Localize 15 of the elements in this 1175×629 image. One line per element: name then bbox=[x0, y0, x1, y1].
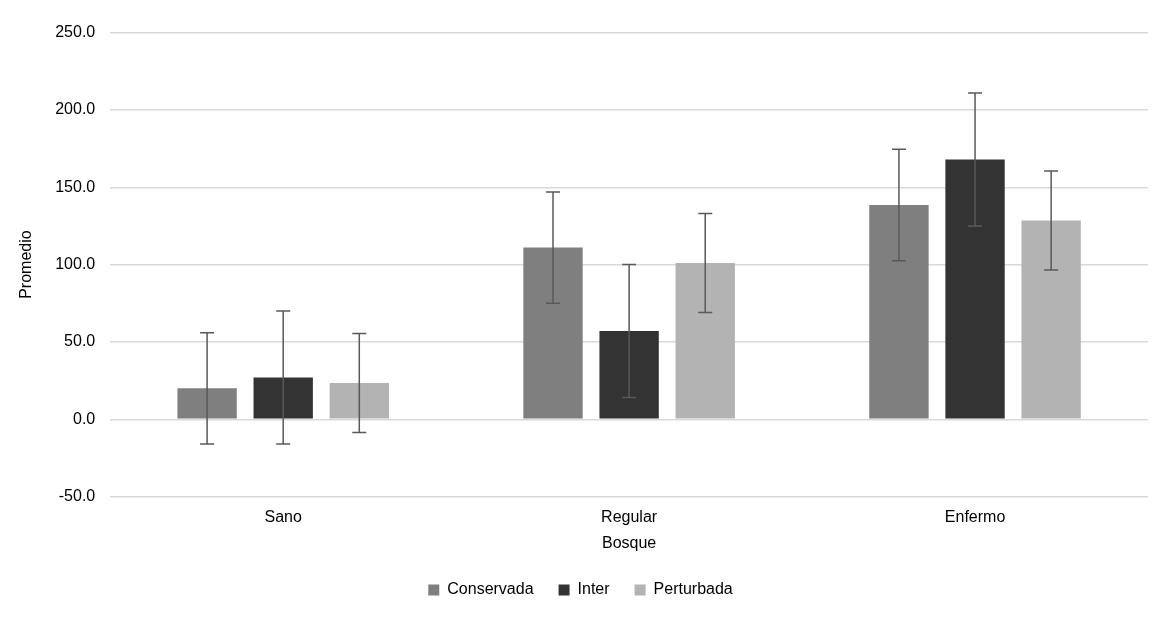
y-tick-label: 200.0 bbox=[55, 100, 96, 118]
x-tick-label: Sano bbox=[264, 507, 302, 525]
x-axis-title: Bosque bbox=[601, 533, 657, 551]
y-tick-label: -50.0 bbox=[58, 487, 96, 505]
y-tick-label: 100.0 bbox=[55, 255, 96, 273]
y-tick-label: 0.0 bbox=[72, 409, 96, 427]
y-tick-label: 250.0 bbox=[55, 23, 96, 41]
legend-label: Conservada bbox=[447, 580, 534, 598]
x-tick-label: Regular bbox=[601, 507, 658, 525]
x-tick-label: Enfermo bbox=[944, 507, 1006, 525]
y-tick-label: 50.0 bbox=[64, 332, 96, 350]
y-tick-label: 150.0 bbox=[55, 177, 96, 195]
y-axis-title: Promedio bbox=[17, 230, 35, 299]
legend-label: Perturbada bbox=[653, 580, 733, 598]
legend-label: Inter bbox=[577, 580, 611, 598]
